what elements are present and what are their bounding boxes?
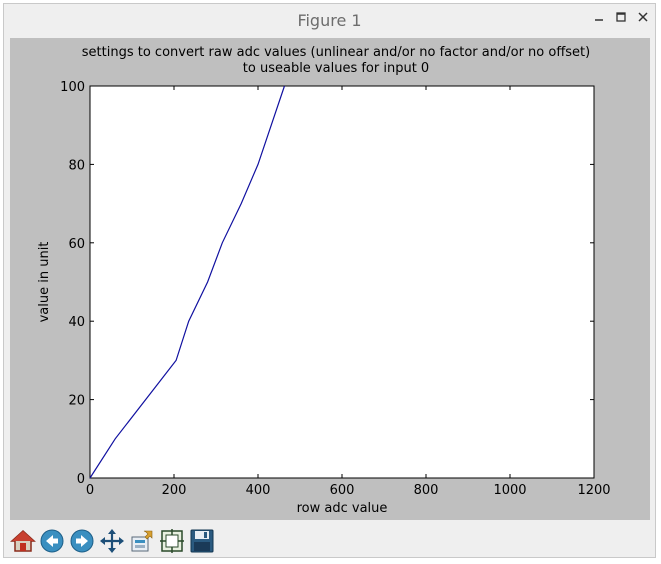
- chart-title-line-2: to useable values for input 0: [243, 61, 429, 76]
- y-tick-label: 100: [60, 80, 85, 95]
- figure-window: Figure 1 settings to convert raw adc val…: [3, 3, 656, 558]
- configure-subplots-button[interactable]: [158, 527, 186, 555]
- x-tick-label: 400: [246, 483, 271, 498]
- close-icon[interactable]: [633, 10, 653, 30]
- title-bar[interactable]: Figure 1: [4, 4, 655, 38]
- series-line: [89, 85, 286, 479]
- navigation-toolbar: [4, 524, 655, 557]
- x-tick-label: 200: [162, 483, 187, 498]
- maximize-icon[interactable]: [611, 10, 631, 30]
- forward-arrow-icon: [70, 529, 94, 553]
- zoom-rectangle-icon: [131, 530, 153, 552]
- back-button[interactable]: [38, 527, 66, 555]
- home-icon: [10, 529, 36, 552]
- forward-button[interactable]: [68, 527, 96, 555]
- pan-button[interactable]: [98, 527, 126, 555]
- x-tick-label: 1200: [577, 483, 610, 498]
- home-button[interactable]: [9, 527, 37, 555]
- x-tick-label: 800: [414, 483, 439, 498]
- floppy-disk-icon: [190, 529, 214, 553]
- line-chart: settings to convert raw adc values (unli…: [37, 45, 611, 516]
- plot-area: [89, 85, 595, 479]
- y-axis-label: value in unit: [37, 242, 52, 323]
- y-tick-label: 20: [68, 394, 85, 409]
- x-tick-label: 0: [86, 483, 94, 498]
- save-button[interactable]: [188, 527, 216, 555]
- window-title: Figure 1: [297, 11, 362, 30]
- x-axis-label: row adc value: [297, 501, 388, 516]
- zoom-rect-button[interactable]: [128, 527, 156, 555]
- minimize-icon[interactable]: [589, 10, 609, 30]
- back-arrow-icon: [40, 529, 64, 553]
- x-tick-label: 600: [330, 483, 355, 498]
- y-tick-label: 60: [68, 237, 85, 252]
- subplots-icon: [160, 529, 184, 553]
- pan-move-icon: [100, 529, 124, 553]
- chart-title-line-1: settings to convert raw adc values (unli…: [82, 45, 590, 60]
- y-tick-label: 40: [68, 315, 85, 330]
- figure-canvas: settings to convert raw adc values (unli…: [10, 38, 650, 520]
- y-tick-label: 80: [68, 158, 85, 173]
- x-tick-label: 1000: [493, 483, 526, 498]
- y-tick-label: 0: [77, 472, 85, 487]
